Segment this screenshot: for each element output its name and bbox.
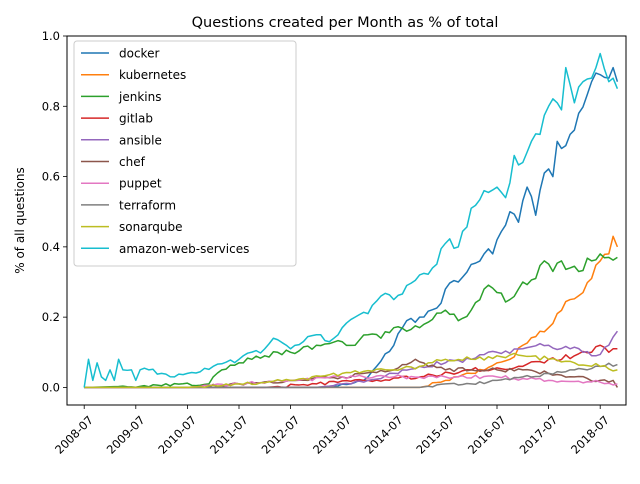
x-tick-label: 2010-07 xyxy=(155,413,199,457)
legend-label-puppet: puppet xyxy=(119,177,162,191)
y-tick-label: 0.0 xyxy=(42,380,60,394)
x-tick-label: 2014-07 xyxy=(362,413,406,457)
legend-label-amazon-web-services: amazon-web-services xyxy=(119,242,249,256)
plot-area xyxy=(83,52,619,389)
y-tick-label: 0.4 xyxy=(42,240,60,254)
legend-label-jenkins: jenkins xyxy=(118,90,161,104)
x-tick-label: 2013-07 xyxy=(310,413,354,457)
y-axis: 0.0 0.2 0.4 0.6 0.8 1.0 xyxy=(42,29,67,394)
plot-frame xyxy=(66,35,627,406)
legend-box xyxy=(73,40,297,267)
y-tick-label: 0.6 xyxy=(42,170,60,184)
y-tick-label: 0.2 xyxy=(42,310,60,324)
legend-label-sonarqube: sonarqube xyxy=(119,220,183,234)
series-line-sonarqube xyxy=(84,352,618,389)
series-line-jenkins xyxy=(84,253,618,389)
y-axis-label: % of all questions xyxy=(13,167,27,274)
series-line-amazon-web-services xyxy=(83,52,619,388)
x-tick-label: 2011-07 xyxy=(207,413,251,457)
legend-label-terraform: terraform xyxy=(119,198,176,212)
legend-label-gitlab: gitlab xyxy=(119,112,153,126)
x-tick-label: 2012-07 xyxy=(259,413,303,457)
legend-label-ansible: ansible xyxy=(119,133,162,147)
legend-label-chef: chef xyxy=(119,155,146,169)
y-tick-label: 1.0 xyxy=(42,29,60,43)
legend: docker kubernetes jenkins gitlab ansible chef… xyxy=(73,40,297,267)
x-tick-label: 2017-07 xyxy=(517,413,561,457)
x-tick-label: 2016-07 xyxy=(465,413,509,457)
series-line-gitlab xyxy=(84,344,618,389)
x-tick-label: 2018-07 xyxy=(568,413,612,457)
y-tick-label: 0.8 xyxy=(42,99,60,113)
x-axis: 2008-07 2009-07 2010-07 2011-07 2012-07 2013-… xyxy=(52,405,612,457)
x-tick-label: 2009-07 xyxy=(104,413,148,457)
legend-label-docker: docker xyxy=(119,47,159,61)
chart-title: Questions created per Month as % of tota… xyxy=(192,15,499,31)
x-tick-label: 2008-07 xyxy=(52,413,96,457)
x-tick-label: 2015-07 xyxy=(413,413,457,457)
legend-label-kubernetes: kubernetes xyxy=(119,68,186,82)
